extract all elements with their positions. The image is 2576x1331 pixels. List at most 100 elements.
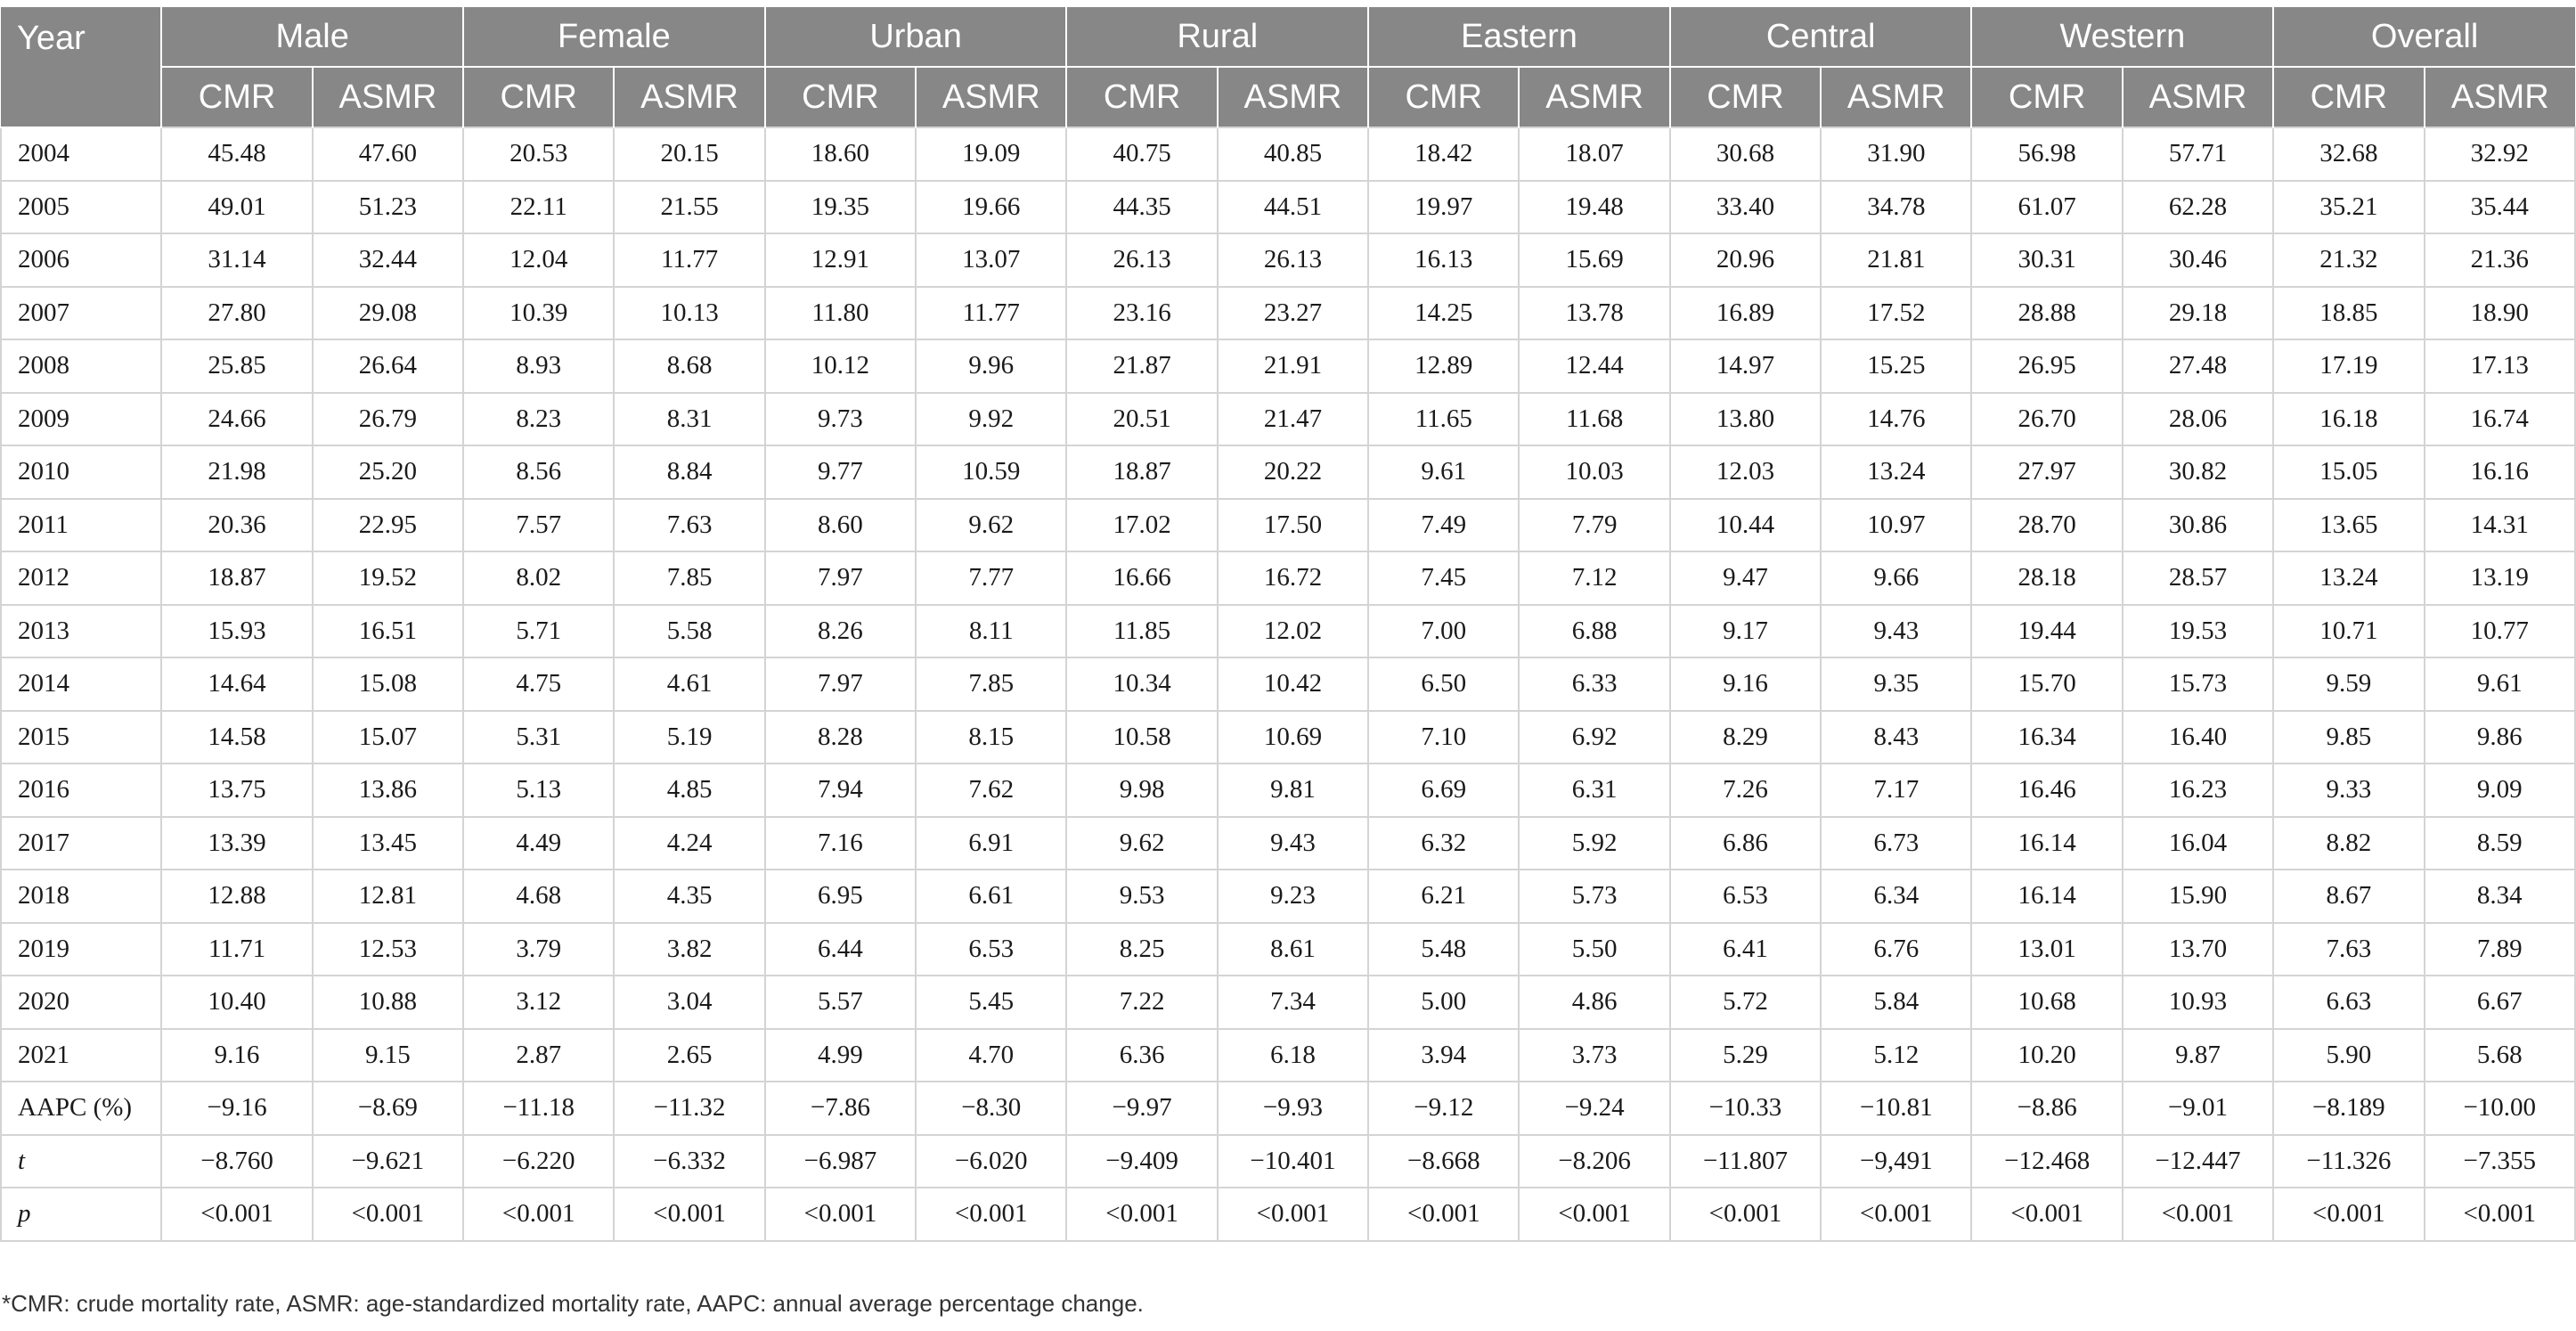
- table-cell: 5.29: [1668, 1027, 1822, 1082]
- table-cell: 8.56: [462, 445, 615, 500]
- row-label: 2008: [0, 339, 163, 394]
- table-cell: 13.45: [311, 815, 465, 870]
- table-cell: 51.23: [311, 179, 465, 234]
- table-cell: 26.13: [1065, 233, 1219, 288]
- table-cell: 8.84: [613, 445, 766, 500]
- table-cell: 7.97: [763, 657, 917, 712]
- table-cell: 32.92: [2423, 127, 2576, 182]
- table-cell: 5.48: [1367, 921, 1520, 976]
- table-cell: 47.60: [311, 127, 465, 182]
- table-cell: <0.001: [1518, 1187, 1671, 1242]
- table-cell: 9.43: [1820, 603, 1973, 658]
- table-cell: 16.04: [2121, 815, 2275, 870]
- table-cell: 13.65: [2272, 497, 2425, 552]
- subheader-overall-cmr: CMR: [2273, 67, 2425, 127]
- subheader-western-asmr: ASMR: [2122, 67, 2275, 127]
- table-cell: 11.85: [1065, 603, 1219, 658]
- table-cell: 30.86: [2121, 497, 2275, 552]
- table-cell: −12.468: [1970, 1133, 2124, 1188]
- table-cell: 9.16: [160, 1027, 314, 1082]
- group-header-overall: Overall: [2273, 7, 2575, 68]
- table-cell: 28.06: [2121, 391, 2275, 446]
- row-label: 2018: [0, 869, 163, 924]
- table-cell: 9.35: [1820, 657, 1973, 712]
- table-cell: 7.10: [1367, 709, 1520, 764]
- table-cell: 9.66: [1820, 551, 1973, 606]
- table-cell: 15.25: [1820, 339, 1973, 394]
- table-cell: 9.33: [2272, 763, 2425, 818]
- table-cell: 6.32: [1367, 815, 1520, 870]
- table-cell: 2.87: [462, 1027, 615, 1082]
- table-cell: 35.44: [2423, 179, 2576, 234]
- table-cell: −8.189: [2272, 1081, 2425, 1136]
- table-cell: 57.71: [2121, 127, 2275, 182]
- table-cell: <0.001: [311, 1187, 465, 1242]
- table-cell: 13.39: [160, 815, 314, 870]
- subheader-overall-asmr: ASMR: [2424, 67, 2575, 127]
- table-cell: 18.60: [763, 127, 917, 182]
- table-cell: 20.51: [1065, 391, 1219, 446]
- table-cell: 10.77: [2423, 603, 2576, 658]
- subheader-eastern-cmr: CMR: [1368, 67, 1520, 127]
- table-cell: −11.807: [1668, 1133, 1822, 1188]
- table-cell: 7.17: [1820, 763, 1973, 818]
- table-cell: 5.19: [613, 709, 766, 764]
- table-cell: 8.31: [613, 391, 766, 446]
- table-cell: 6.36: [1065, 1027, 1219, 1082]
- table-cell: −9.01: [2121, 1081, 2275, 1136]
- table-cell: 8.67: [2272, 869, 2425, 924]
- table-cell: 7.62: [915, 763, 1068, 818]
- table-cell: 7.49: [1367, 497, 1520, 552]
- table-cell: 6.34: [1820, 869, 1973, 924]
- table-cell: 8.93: [462, 339, 615, 394]
- table-cell: 25.85: [160, 339, 314, 394]
- table-cell: 13.80: [1668, 391, 1822, 446]
- table-cell: 4.86: [1518, 975, 1671, 1030]
- table-row: 2014 14.64 15.08 4.75 4.61 7.97 7.85 10.34 10.42…: [0, 657, 2576, 712]
- table-cell: <0.001: [462, 1187, 615, 1242]
- table-cell: 30.68: [1668, 127, 1822, 182]
- table-cell: 9.85: [2272, 709, 2425, 764]
- table-row: 2011 20.36 22.95 7.57 7.63 8.60 9.62 17.02 17.50…: [0, 497, 2576, 552]
- table-cell: 20.36: [160, 497, 314, 552]
- table-cell: 6.86: [1668, 815, 1822, 870]
- table-cell: 19.66: [915, 179, 1068, 234]
- table-cell: 6.95: [763, 869, 917, 924]
- table-cell: 10.69: [1216, 709, 1370, 764]
- table-cell: 9.23: [1216, 869, 1370, 924]
- header-subgroup-row: CMR ASMR CMR ASMR CMR ASMR CMR ASMR CMR ASMR CMR AS…: [1, 67, 2575, 127]
- table-cell: 28.70: [1970, 497, 2124, 552]
- table-cell: −8.760: [160, 1133, 314, 1188]
- table-cell: 62.28: [2121, 179, 2275, 234]
- table-cell: 23.27: [1216, 285, 1370, 340]
- table-cell: 6.33: [1518, 657, 1671, 712]
- table-cell: 16.40: [2121, 709, 2275, 764]
- table-cell: 6.63: [2272, 975, 2425, 1030]
- table-cell: 10.34: [1065, 657, 1219, 712]
- table-cell: −8.86: [1970, 1081, 2124, 1136]
- table-cell: 10.68: [1970, 975, 2124, 1030]
- table-cell: 6.76: [1820, 921, 1973, 976]
- subheader-rural-asmr: ASMR: [1217, 67, 1370, 127]
- table-cell: 6.53: [915, 921, 1068, 976]
- table-cell: 22.11: [462, 179, 615, 234]
- table-cell: 17.13: [2423, 339, 2576, 394]
- table-cell: 4.24: [613, 815, 766, 870]
- header-group-row: Year Male Female Urban Rural Eastern Central W…: [1, 7, 2575, 128]
- table-cell: 19.52: [311, 551, 465, 606]
- table-cell: 44.35: [1065, 179, 1219, 234]
- table-cell: 18.85: [2272, 285, 2425, 340]
- table-cell: 11.77: [613, 233, 766, 288]
- subheader-central-cmr: CMR: [1669, 67, 1822, 127]
- table-cell: 15.70: [1970, 657, 2124, 712]
- table-cell: 35.21: [2272, 179, 2425, 234]
- row-label: 2011: [0, 497, 163, 552]
- table-cell: 44.51: [1216, 179, 1370, 234]
- table-cell: 10.20: [1970, 1027, 2124, 1082]
- table-cell: −6.332: [613, 1133, 766, 1188]
- table-cell: 5.58: [613, 603, 766, 658]
- table-cell: 10.71: [2272, 603, 2425, 658]
- subheader-male-cmr: CMR: [161, 67, 314, 127]
- table-cell: 7.85: [613, 551, 766, 606]
- table-cell: 8.11: [915, 603, 1068, 658]
